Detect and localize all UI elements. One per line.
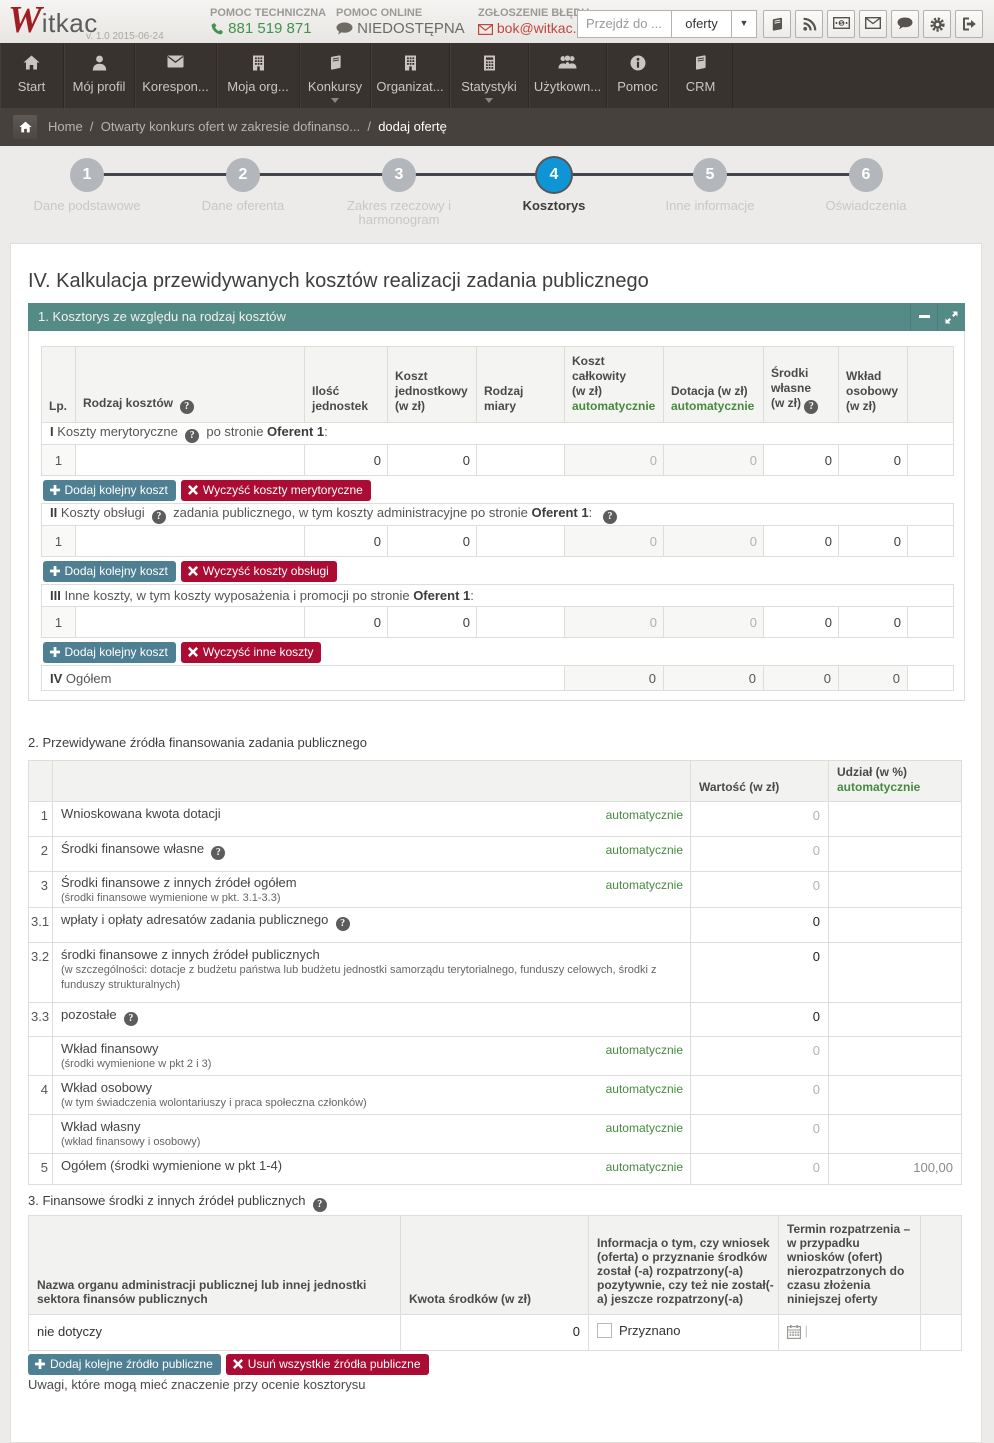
svg-text:$: $ [839, 21, 842, 27]
